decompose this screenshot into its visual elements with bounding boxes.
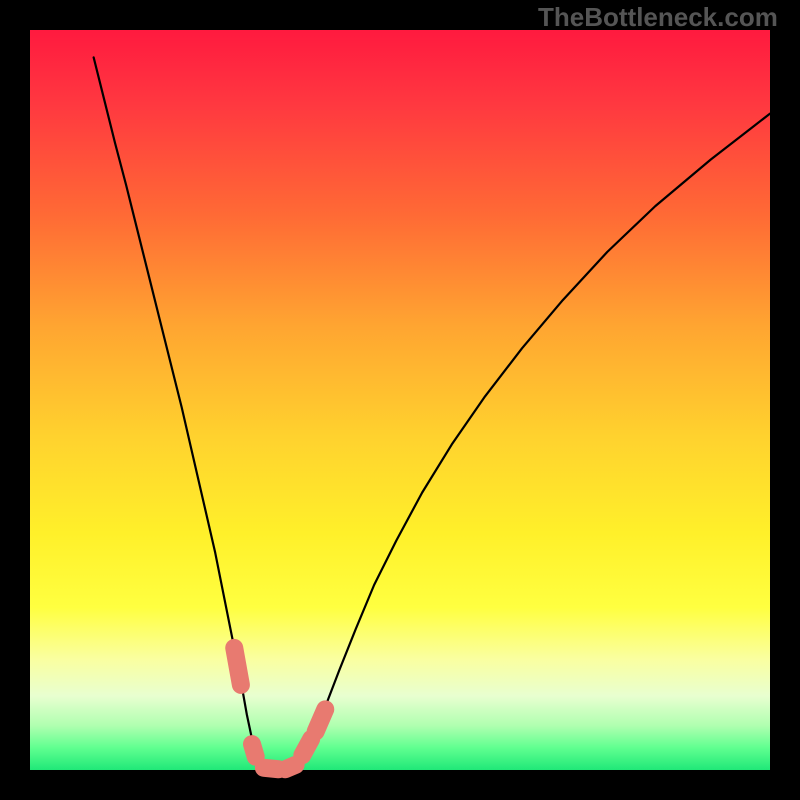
plot-background (30, 30, 770, 770)
watermark-label: TheBottleneck.com (538, 2, 778, 33)
chart-svg (0, 0, 800, 800)
curve-marker (234, 648, 241, 685)
curve-marker (285, 765, 295, 769)
curve-marker (302, 739, 311, 755)
curve-marker (316, 709, 326, 731)
curve-marker (252, 744, 256, 757)
